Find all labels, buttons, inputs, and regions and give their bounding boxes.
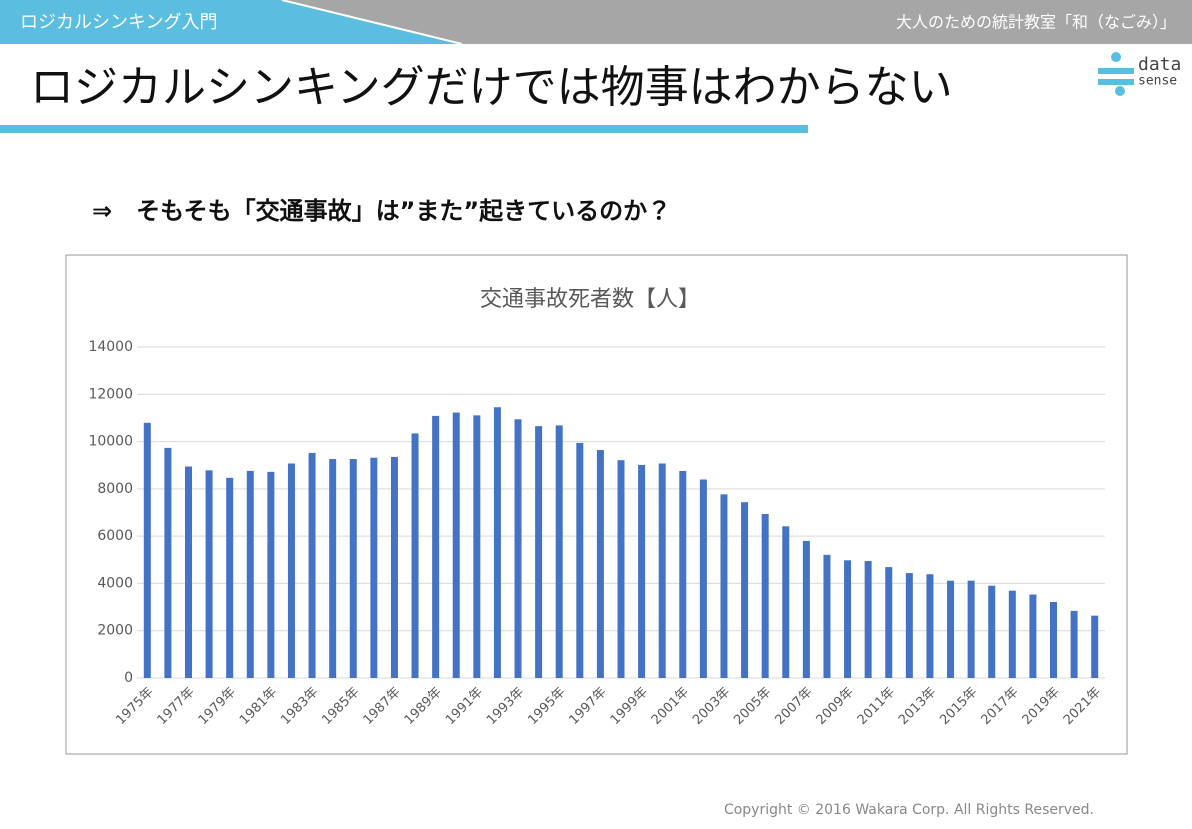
bar <box>844 560 852 678</box>
bar <box>761 513 769 678</box>
bar <box>802 540 810 678</box>
bar <box>514 419 522 678</box>
bar <box>246 470 254 678</box>
bar <box>658 463 666 678</box>
bar <box>823 554 831 678</box>
bar <box>864 561 872 678</box>
bar <box>535 426 543 678</box>
bar <box>555 425 563 678</box>
logo-bar <box>1098 68 1134 74</box>
logo-bar <box>1098 79 1134 85</box>
bar <box>679 470 687 678</box>
header-divider <box>281 0 463 45</box>
course-name: ロジカルシンキング入門 <box>20 12 217 33</box>
bar <box>226 477 234 678</box>
bar <box>988 585 996 678</box>
logo: data sense <box>1098 52 1181 96</box>
chart-frame <box>65 254 1128 755</box>
logo-text: sense <box>1138 74 1177 89</box>
bar <box>452 412 460 678</box>
bar <box>493 407 501 678</box>
bar <box>720 494 728 678</box>
copyright: Copyright © 2016 Wakara Corp. All Rights… <box>724 802 1094 818</box>
bar <box>205 470 213 678</box>
bar <box>926 574 934 678</box>
bar <box>1070 610 1078 678</box>
bar <box>905 573 913 678</box>
bar <box>947 580 955 678</box>
bar <box>349 459 357 678</box>
title-underline <box>0 125 808 133</box>
series-name: 大人のための統計教室「和（なごみ）」 <box>896 13 1176 32</box>
logo-text: data <box>1138 54 1181 75</box>
bar <box>638 464 646 678</box>
logo-dot <box>1111 52 1121 62</box>
y-tick-label: 6000 <box>97 528 133 544</box>
bar <box>1091 615 1099 678</box>
bar <box>1050 601 1058 678</box>
bar <box>184 466 192 678</box>
logo-dot <box>1115 86 1125 96</box>
bar <box>576 442 584 678</box>
bar <box>782 526 790 678</box>
bar <box>287 463 295 678</box>
chart-title: 交通事故死者数【人】 <box>480 287 700 312</box>
bar <box>473 415 481 678</box>
bar <box>617 460 625 678</box>
slide-title: ロジカルシンキングだけでは物事はわからない <box>30 62 953 113</box>
bar <box>411 433 419 678</box>
bar <box>596 450 604 678</box>
bar <box>432 415 440 678</box>
subtitle: ⇒ そもそも「交通事故」は”また”起きているのか？ <box>92 197 671 225</box>
bar <box>390 457 398 678</box>
bar <box>967 580 975 678</box>
bar <box>885 567 893 678</box>
bar <box>267 471 275 678</box>
y-tick-label: 12000 <box>88 386 133 402</box>
y-tick-label: 4000 <box>97 575 133 591</box>
bar <box>1029 594 1037 678</box>
header-tab <box>0 0 462 44</box>
bar <box>329 459 337 678</box>
plot: 020004000600080001000012000140001975年197… <box>88 339 1105 728</box>
bar <box>370 457 378 678</box>
bar <box>143 422 151 678</box>
y-tick-label: 8000 <box>97 481 133 497</box>
bar <box>308 452 316 678</box>
y-tick-label: 10000 <box>88 434 133 450</box>
bar <box>1008 590 1016 678</box>
bar <box>741 502 749 678</box>
bar <box>164 447 172 678</box>
bar <box>699 479 707 678</box>
y-tick-label: 2000 <box>97 623 133 639</box>
y-tick-label: 14000 <box>88 339 133 355</box>
y-tick-label: 0 <box>124 670 133 686</box>
